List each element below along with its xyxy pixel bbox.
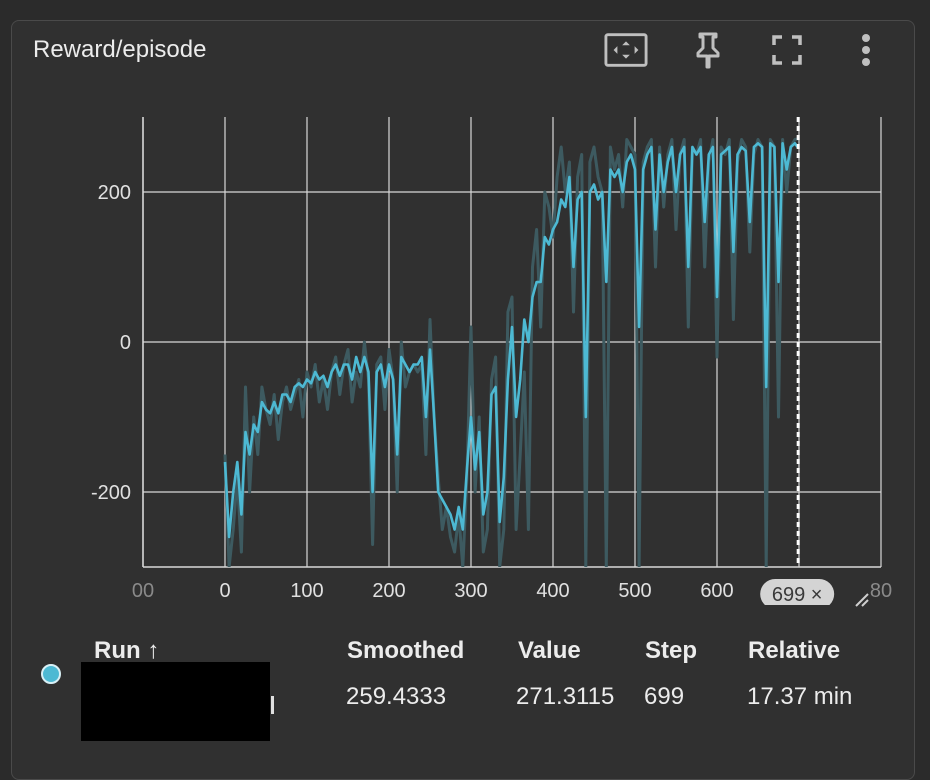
cell-value: 271.3115 [516,683,614,711]
more-vert-icon [860,33,872,67]
resize-handle-icon[interactable] [854,592,870,608]
redaction-mark [271,696,274,714]
y-tick-label: 0 [120,332,131,354]
cell-smoothed: 259.4333 [346,683,446,711]
x-tick-label: 300 [454,580,487,602]
cell-relative: 17.37 min [747,683,852,711]
fullscreen-button[interactable] [765,30,809,70]
column-header-value[interactable]: Value [518,637,581,665]
column-header-step[interactable]: Step [645,637,697,665]
x-tick-label: 200 [372,580,405,602]
fit-domain-button[interactable] [604,30,648,70]
cell-step: 699 [644,683,684,711]
column-header-relative[interactable]: Relative [748,637,840,665]
pin-icon [693,31,723,69]
step-marker-label: 699 × [772,584,823,605]
smoothed-series-line [225,143,798,537]
more-options-button[interactable] [844,30,888,70]
raw-series-line [225,139,798,567]
chart-title: Reward/episode [33,36,206,64]
y-tick-label: 200 [98,182,131,204]
x-tick-label: 400 [536,580,569,602]
fit-domain-icon [604,32,648,68]
y-tick-label: -200 [91,482,131,504]
x-tick-label: 0 [219,580,230,602]
column-header-smoothed[interactable]: Smoothed [347,637,464,665]
x-tick-label: 00 [132,580,154,602]
x-tick-label: 100 [290,580,323,602]
run-color-dot [41,664,61,684]
x-tick-label: 500 [618,580,651,602]
column-header-run[interactable]: Run ↑ [94,637,159,665]
fullscreen-icon [771,34,803,66]
x-tick-label: 80 [870,580,892,602]
x-tick-label: 600 [700,580,733,602]
run-name-redacted [81,662,270,741]
pin-button[interactable] [686,30,730,70]
